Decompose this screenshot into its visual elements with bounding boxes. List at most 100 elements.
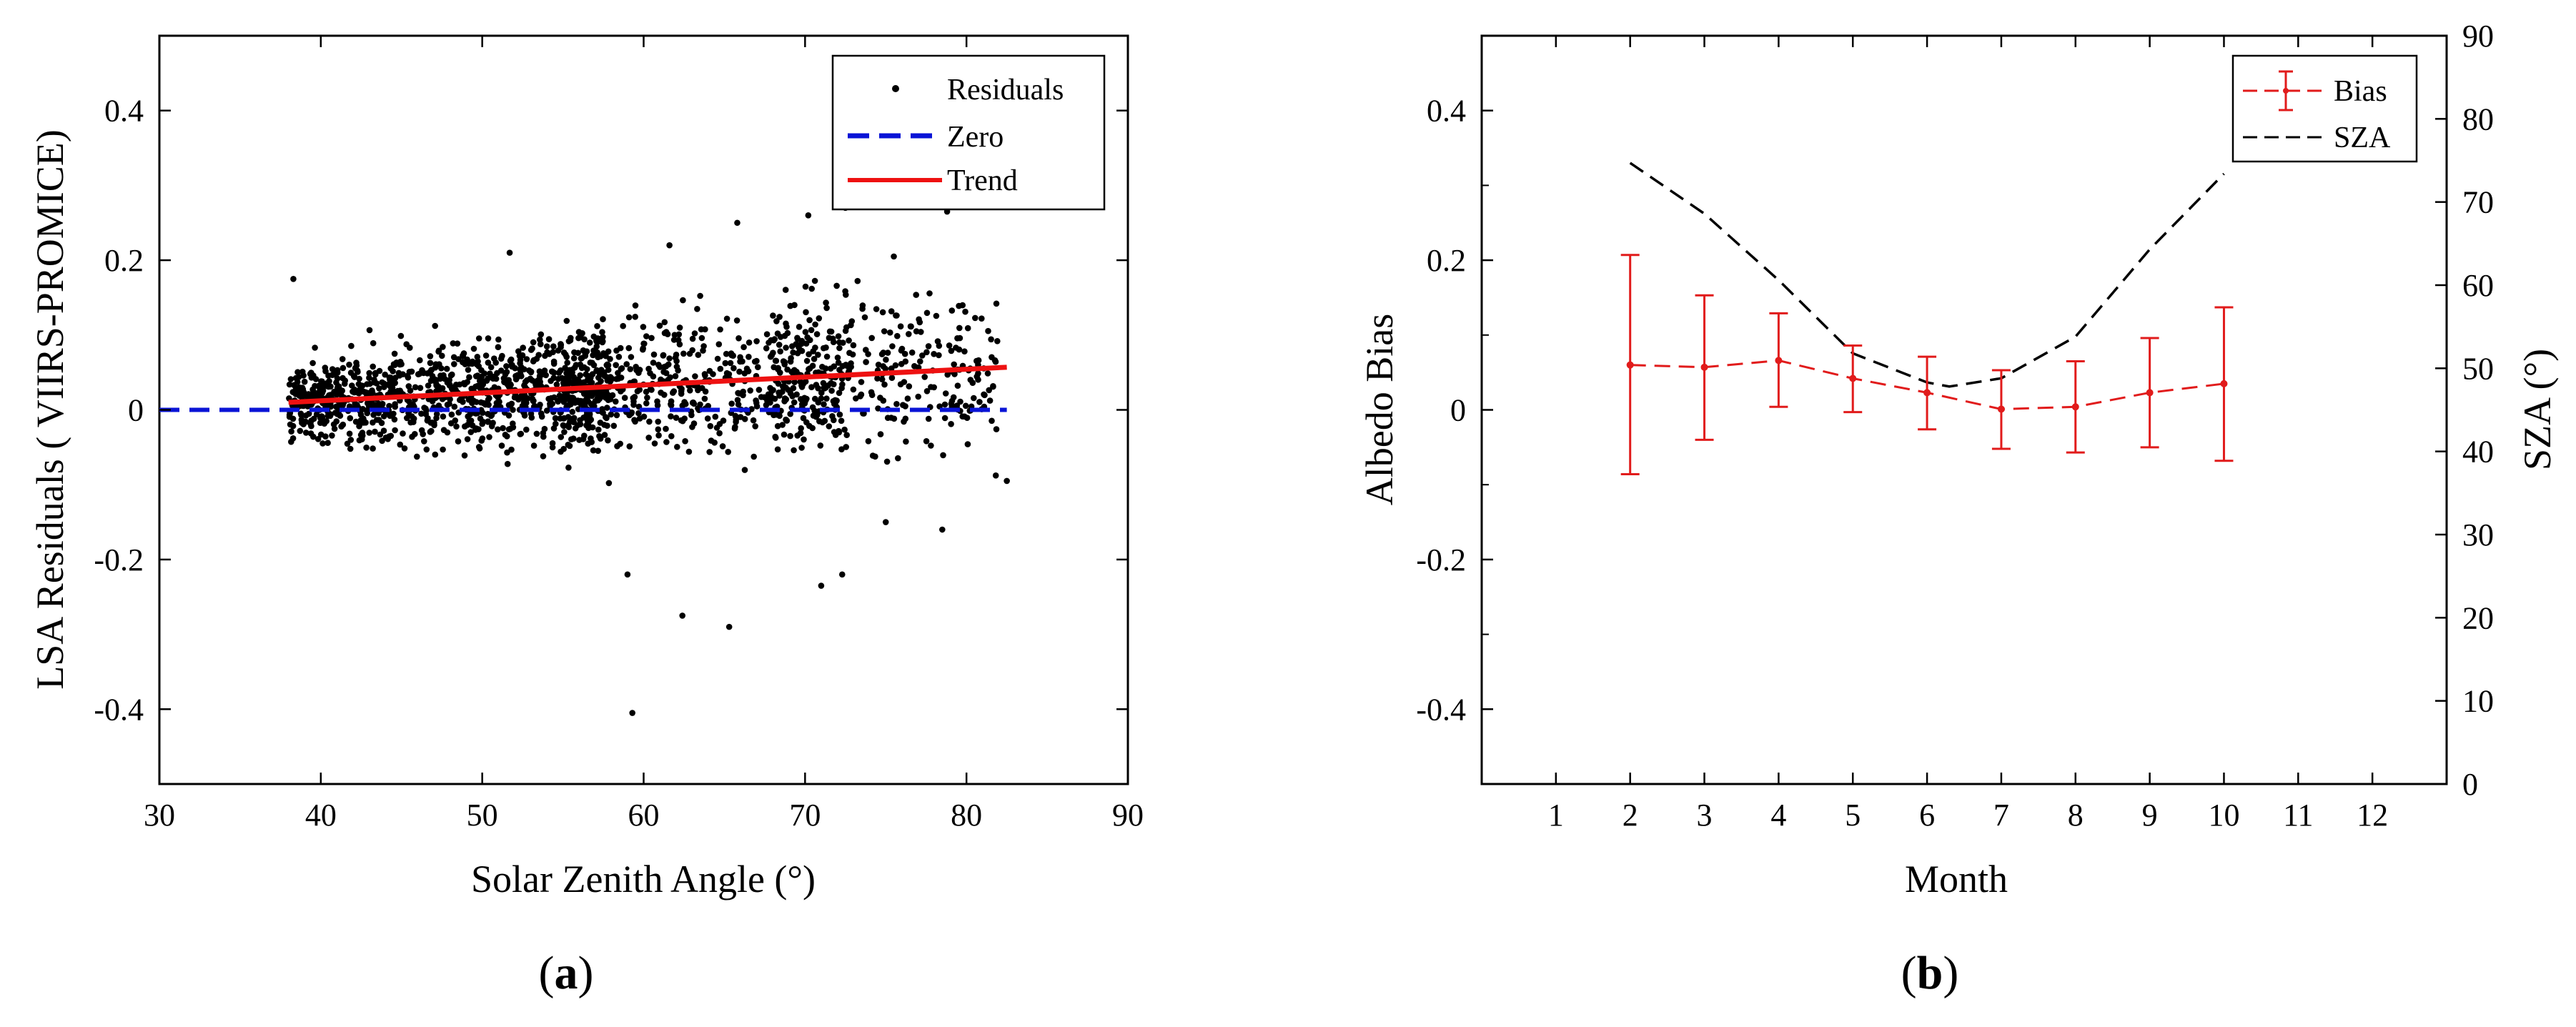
residual-point [808, 384, 815, 390]
residual-point [812, 344, 818, 351]
residual-point [577, 372, 583, 379]
residual-point [661, 319, 668, 326]
panel-b-bias-error-bars [1620, 254, 2234, 476]
residual-point [440, 413, 447, 420]
residual-point [366, 369, 372, 377]
residual-point [925, 343, 932, 349]
residual-point [392, 427, 398, 434]
residual-point [730, 364, 737, 372]
bias-point [1626, 361, 1634, 369]
residual-point [326, 378, 332, 384]
residual-point [704, 415, 711, 422]
residual-point [608, 411, 615, 418]
residual-point [490, 375, 497, 382]
residual-point [753, 403, 761, 410]
residual-point [791, 447, 797, 454]
residual-point [772, 433, 778, 440]
residual-point [823, 299, 829, 306]
residual-point [355, 390, 362, 397]
residual-point [603, 374, 610, 380]
residual-point [833, 397, 840, 404]
residual-point [993, 300, 1000, 307]
residual-point [466, 360, 472, 367]
residual-point [477, 407, 485, 413]
residual-point [821, 344, 827, 352]
residual-point [443, 365, 450, 372]
residual-point [370, 445, 376, 452]
residual-point [668, 433, 675, 440]
residual-point [794, 349, 801, 357]
residual-point [465, 413, 471, 420]
residual-point [543, 372, 549, 379]
residual-point [803, 309, 809, 316]
x-tick-label: 90 [1112, 798, 1144, 833]
residual-point [577, 417, 583, 424]
panel-b-x-axis: 1 2 3 4 5 6 7 8 9 10 11 12 [1548, 36, 2388, 833]
residual-point [331, 425, 338, 432]
residual-point [519, 352, 526, 359]
residual-point [826, 328, 833, 335]
residual-point [798, 340, 805, 347]
residual-point [370, 339, 377, 347]
residual-point [676, 324, 683, 331]
residual-point [843, 444, 849, 450]
residual-point [491, 384, 498, 391]
panel-b-right-y-axis: 0 10 20 30 40 50 60 70 80 90 [2435, 19, 2494, 802]
residual-point [555, 369, 563, 376]
residual-point [477, 399, 485, 406]
residual-point [615, 375, 622, 382]
residual-point [880, 363, 886, 369]
residual-point [745, 339, 753, 346]
residual-point [568, 415, 574, 422]
residual-point [584, 377, 591, 384]
residual-point [781, 398, 788, 405]
residual-point [956, 346, 963, 353]
residual-point [783, 417, 791, 424]
residual-point [455, 438, 462, 445]
residual-point [530, 357, 538, 364]
residual-point [868, 392, 876, 398]
residual-point [648, 334, 655, 342]
residual-point [940, 452, 946, 459]
residual-point [400, 430, 406, 437]
residual-point [292, 374, 299, 382]
residual-point [826, 334, 833, 342]
residual-point [770, 312, 776, 319]
residual-point [397, 387, 403, 394]
residual-point [352, 364, 359, 372]
residual-point [499, 352, 505, 359]
residual-point [376, 401, 382, 407]
residual-point [779, 422, 786, 428]
residual-point [485, 418, 491, 425]
residual-point [625, 344, 633, 352]
residual-point [472, 373, 480, 379]
residual-point [881, 328, 888, 334]
residual-point [610, 422, 618, 430]
residual-point [464, 422, 471, 428]
residual-point [953, 402, 961, 409]
residual-point [381, 384, 387, 390]
residual-point [702, 372, 708, 379]
residual-point [798, 425, 804, 432]
residual-point [888, 374, 896, 381]
residual-point [790, 349, 796, 356]
residual-point [488, 423, 495, 430]
residual-point [596, 433, 603, 440]
residual-point [854, 277, 861, 284]
residual-point [621, 395, 628, 401]
residual-point [933, 312, 940, 319]
residual-point [802, 397, 809, 404]
residual-point [558, 374, 565, 382]
residual-point [775, 366, 781, 372]
residual-point [340, 421, 347, 428]
residual-point [685, 448, 693, 455]
residual-point [589, 424, 596, 431]
residual-point [777, 348, 783, 355]
residual-point [541, 425, 548, 432]
residual-point [482, 352, 490, 359]
x-tick-label: 5 [1845, 798, 1861, 833]
residual-point [981, 391, 987, 398]
residual-point [931, 384, 937, 391]
residual-point [857, 393, 863, 400]
residual-point [605, 348, 612, 355]
